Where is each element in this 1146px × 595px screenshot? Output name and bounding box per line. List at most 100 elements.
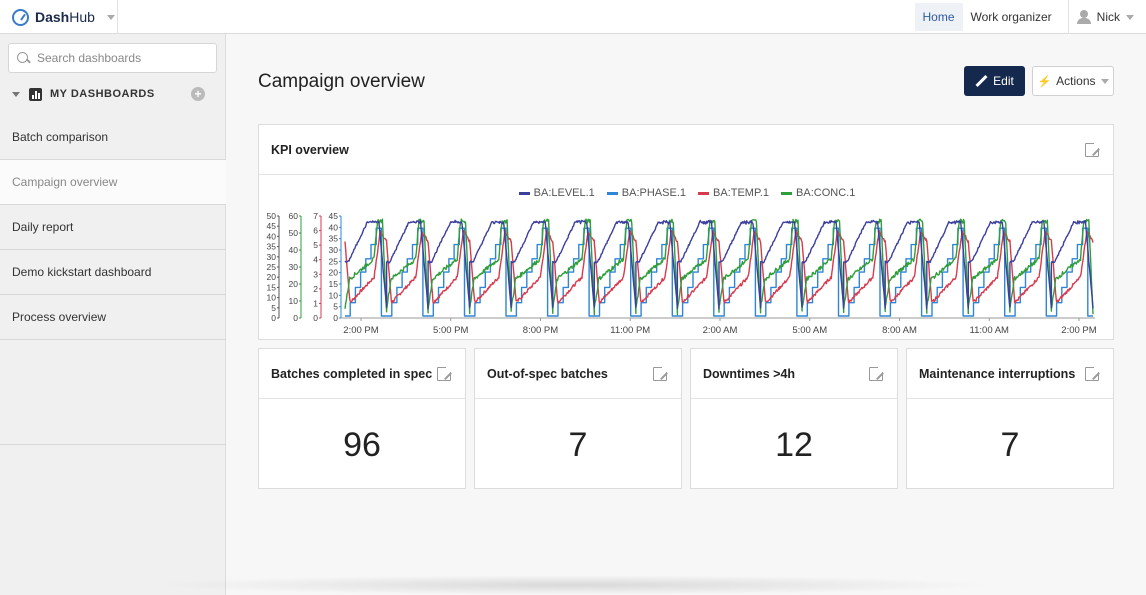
chevron-down-icon <box>1100 78 1109 84</box>
card-title: Downtimes >4h <box>703 366 796 381</box>
x-tick-label: 8:00 PM <box>523 325 558 336</box>
y-tick-label: 0 <box>271 313 276 323</box>
user-name: Nick <box>1096 10 1120 24</box>
x-tick-label: 11:00 PM <box>610 325 650 336</box>
search-input[interactable] <box>37 51 207 65</box>
stat-value: 12 <box>775 425 813 464</box>
brand-menu[interactable]: DashHub <box>12 0 115 34</box>
y-tick-label: 10 <box>289 296 299 306</box>
y-tick-label: 7 <box>313 211 318 221</box>
y-tick-label: 6 <box>313 226 318 236</box>
sidebar-item-batch-comparison[interactable]: Batch comparison <box>0 115 226 160</box>
open-external-icon[interactable] <box>1085 141 1101 157</box>
legend-swatch <box>698 191 709 195</box>
card-title: KPI overview <box>271 142 349 157</box>
legend-item[interactable]: BA:PHASE.1 <box>606 187 686 199</box>
page-title: Campaign overview <box>258 71 425 92</box>
actions-button[interactable]: ⚡ Actions <box>1032 66 1114 96</box>
stat-card-batches-in-spec: Batches completed in spec 96 <box>258 348 466 489</box>
y-tick-label: 40 <box>329 222 339 232</box>
y-tick-label: 60 <box>289 211 299 221</box>
y-tick-label: 30 <box>329 245 339 255</box>
kpi-overview-card: KPI overview BA:LEVEL.1 BA:PHASE.1 BA:TE… <box>258 124 1114 340</box>
stat-card-downtimes: Downtimes >4h 12 <box>690 348 898 489</box>
divider <box>117 0 118 34</box>
y-tick-label: 10 <box>267 293 277 303</box>
top-nav: Home Work organizer Nick <box>914 0 1146 34</box>
search-box[interactable] <box>8 43 217 73</box>
stat-value: 7 <box>1000 425 1020 464</box>
y-tick-label: 0 <box>333 313 338 323</box>
series-line-temp <box>344 229 1094 304</box>
edit-button[interactable]: Edit <box>964 66 1025 96</box>
nav-home[interactable]: Home <box>914 3 963 31</box>
series-line-level <box>344 219 1094 310</box>
stat-value: 7 <box>568 425 588 464</box>
card-header: KPI overview <box>259 125 1113 175</box>
nav-work-organizer[interactable]: Work organizer <box>970 10 1052 24</box>
open-external-icon[interactable] <box>869 365 885 381</box>
pencil-icon <box>975 75 987 87</box>
kpi-line-chart: 5045403530252015105060504030201007654321… <box>267 211 1097 336</box>
y-tick-label: 40 <box>289 245 299 255</box>
open-external-icon[interactable] <box>437 365 453 381</box>
card-header: Batches completed in spec <box>259 349 465 399</box>
edit-label: Edit <box>993 74 1014 88</box>
legend-swatch <box>606 191 618 195</box>
card-header: Downtimes >4h <box>691 349 897 399</box>
search-icon <box>17 51 30 65</box>
add-dashboard-button[interactable]: + <box>191 87 205 101</box>
sidebar-item-process-overview[interactable]: Process overview <box>0 295 226 340</box>
y-tick-label: 35 <box>329 234 339 244</box>
legend-label: BA:LEVEL.1 <box>533 187 595 199</box>
y-tick-label: 30 <box>289 262 299 272</box>
y-tick-label: 25 <box>329 256 339 266</box>
card-title: Maintenance interruptions <box>919 366 1076 381</box>
y-tick-label: 50 <box>289 228 299 238</box>
user-menu[interactable]: Nick <box>1076 10 1146 24</box>
stat-value: 96 <box>343 425 381 464</box>
y-tick-label: 10 <box>329 290 339 300</box>
x-tick-label: 5:00 PM <box>433 325 468 336</box>
stat-card-maintenance: Maintenance interruptions 7 <box>906 348 1114 489</box>
legend-swatch <box>518 191 530 195</box>
sidebar-item-daily-report[interactable]: Daily report <box>0 205 226 250</box>
divider <box>1067 0 1069 34</box>
section-title: MY DASHBOARDS <box>50 88 155 100</box>
y-tick-label: 0 <box>313 313 318 323</box>
series-line-phase <box>345 227 1093 317</box>
my-dashboards-header: MY DASHBOARDS + <box>0 82 226 106</box>
y-tick-label: 45 <box>329 211 339 221</box>
sidebar-item-campaign-overview[interactable]: Campaign overview <box>0 160 226 205</box>
sidebar: MY DASHBOARDS + Batch comparison Campaig… <box>0 34 226 595</box>
chevron-down-icon <box>1126 14 1134 20</box>
y-tick-label: 20 <box>289 279 299 289</box>
x-tick-label: 5:00 AM <box>792 325 827 336</box>
x-tick-label: 11:00 AM <box>970 325 1010 336</box>
card-header: Out-of-spec batches <box>475 349 681 399</box>
y-tick-label: 5 <box>271 303 276 313</box>
legend-label: BA:TEMP.1 <box>713 187 770 199</box>
collapse-toggle-icon[interactable] <box>12 91 20 97</box>
x-tick-label: 2:00 PM <box>1061 325 1096 336</box>
open-external-icon[interactable] <box>1085 365 1101 381</box>
legend-item[interactable]: BA:TEMP.1 <box>698 187 769 199</box>
legend-item[interactable]: BA:LEVEL.1 <box>518 187 595 199</box>
y-tick-label: 0 <box>293 313 298 323</box>
chart-legend: BA:LEVEL.1 BA:PHASE.1 BA:TEMP.1 BA:CONC.… <box>259 187 1115 199</box>
legend-label: BA:PHASE.1 <box>621 187 686 199</box>
legend-label: BA:CONC.1 <box>796 187 856 199</box>
user-icon <box>1076 10 1091 24</box>
open-external-icon[interactable] <box>653 365 669 381</box>
dashboard-logo-icon <box>12 8 29 26</box>
legend-item[interactable]: BA:CONC.1 <box>781 187 855 199</box>
sidebar-item-demo-kickstart[interactable]: Demo kickstart dashboard <box>0 250 226 295</box>
top-bar: DashHub Home Work organizer Nick <box>0 0 1146 34</box>
y-tick-label: 15 <box>329 279 339 289</box>
legend-swatch <box>781 191 793 195</box>
lightning-icon: ⚡ <box>1037 75 1052 88</box>
y-tick-label: 45 <box>267 221 277 231</box>
x-tick-label: 8:00 AM <box>882 325 917 336</box>
y-tick-label: 5 <box>313 240 318 250</box>
y-tick-label: 5 <box>333 302 338 312</box>
